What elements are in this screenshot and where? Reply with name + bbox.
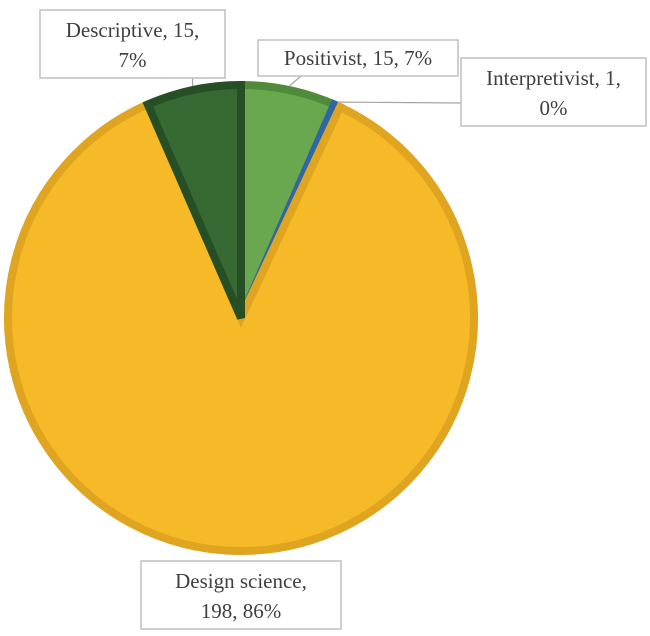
- pie-slice-descriptive: [142, 80, 245, 320]
- pie-slice-design-science: [4, 99, 478, 555]
- data-label-descriptive: Descriptive, 15, 7%: [66, 18, 200, 72]
- data-label-line1: Descriptive, 15,: [66, 18, 200, 42]
- data-label-line2: 198, 86%: [201, 599, 282, 623]
- data-label-line2: 0%: [540, 96, 568, 120]
- data-labels: Positivist, 15, 7% Interpretivist, 1, 0% De…: [39, 9, 647, 630]
- data-label-box-descriptive: [39, 9, 226, 79]
- leader-line-interpretivist: [338, 101, 462, 104]
- data-label-interpretivist: Interpretivist, 1, 0%: [486, 66, 621, 120]
- data-label-line1: Design science,: [175, 569, 307, 593]
- data-label-design-science: Design science, 198, 86%: [175, 569, 307, 623]
- data-label-box-interpretivist: [460, 57, 647, 127]
- leader-line-positivist: [289, 75, 302, 87]
- data-label-box-design-science: [140, 560, 342, 630]
- data-label-box-positivist: [257, 39, 459, 77]
- data-label-line1: Positivist, 15, 7%: [284, 46, 432, 70]
- data-label-line2: 7%: [119, 48, 147, 72]
- data-label-positivist: Positivist, 15, 7%: [284, 46, 432, 70]
- data-label-line1: Interpretivist, 1,: [486, 66, 621, 90]
- pie-slices: [4, 80, 478, 555]
